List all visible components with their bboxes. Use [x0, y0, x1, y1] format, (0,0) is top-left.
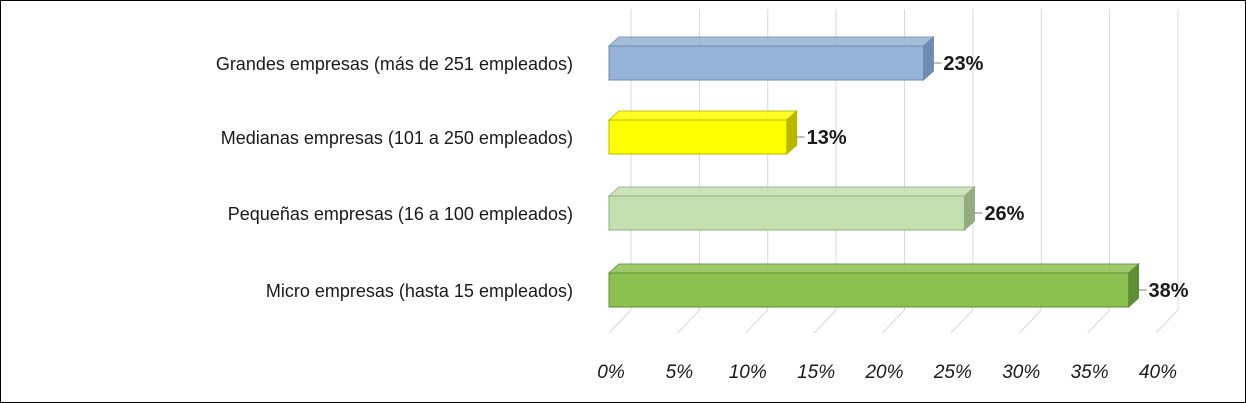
bar-top: [607, 186, 976, 197]
bar: [608, 119, 788, 155]
x-tick-label: 0%: [597, 362, 625, 383]
category-label: Medianas empresas (101 a 250 empleados): [221, 128, 573, 148]
x-tick-label: 35%: [1071, 362, 1109, 383]
x-tick-label: 40%: [1139, 362, 1177, 383]
category-label: Pequeñas empresas (16 a 100 empleados): [228, 204, 573, 224]
bar-top: [607, 110, 798, 121]
floor-gridline: [745, 309, 769, 334]
floor-gridline: [1155, 309, 1179, 334]
category-label: Micro empresas (hasta 15 empleados): [266, 281, 573, 301]
floor-gridline: [813, 309, 837, 334]
bar: [608, 45, 925, 81]
bar-top: [607, 263, 1140, 274]
category-label: Grandes empresas (más de 251 empleados): [216, 54, 573, 74]
x-tick-labels: 0% 5% 10% 15% 20% 25% 30% 35% 40%: [597, 362, 1177, 383]
floor-gridline: [1018, 309, 1042, 334]
floor-gridline: [882, 309, 905, 334]
bar: [608, 272, 1130, 308]
x-tick-label: 5%: [666, 362, 694, 383]
category-labels: Grandes empresas (más de 251 empleados) M…: [216, 54, 573, 301]
value-label: 23%: [943, 53, 983, 75]
bars: [607, 35, 1140, 309]
value-label: 38%: [1149, 280, 1189, 302]
floor-gridline: [677, 309, 700, 334]
x-tick-label: 30%: [1002, 362, 1040, 383]
value-labels: 23% 13% 26% 38%: [796, 53, 1189, 302]
value-label: 26%: [984, 203, 1024, 225]
bar: [608, 195, 966, 231]
x-tick-label: 10%: [729, 362, 767, 383]
value-label: 13%: [807, 127, 847, 149]
floor-gridline: [950, 309, 974, 334]
floor-gridline: [608, 309, 632, 334]
bar-top: [607, 36, 935, 47]
x-tick-label: 20%: [864, 362, 903, 383]
floor-gridline: [1087, 309, 1110, 334]
x-tick-label: 25%: [933, 362, 972, 383]
x-tick-label: 15%: [797, 362, 835, 383]
